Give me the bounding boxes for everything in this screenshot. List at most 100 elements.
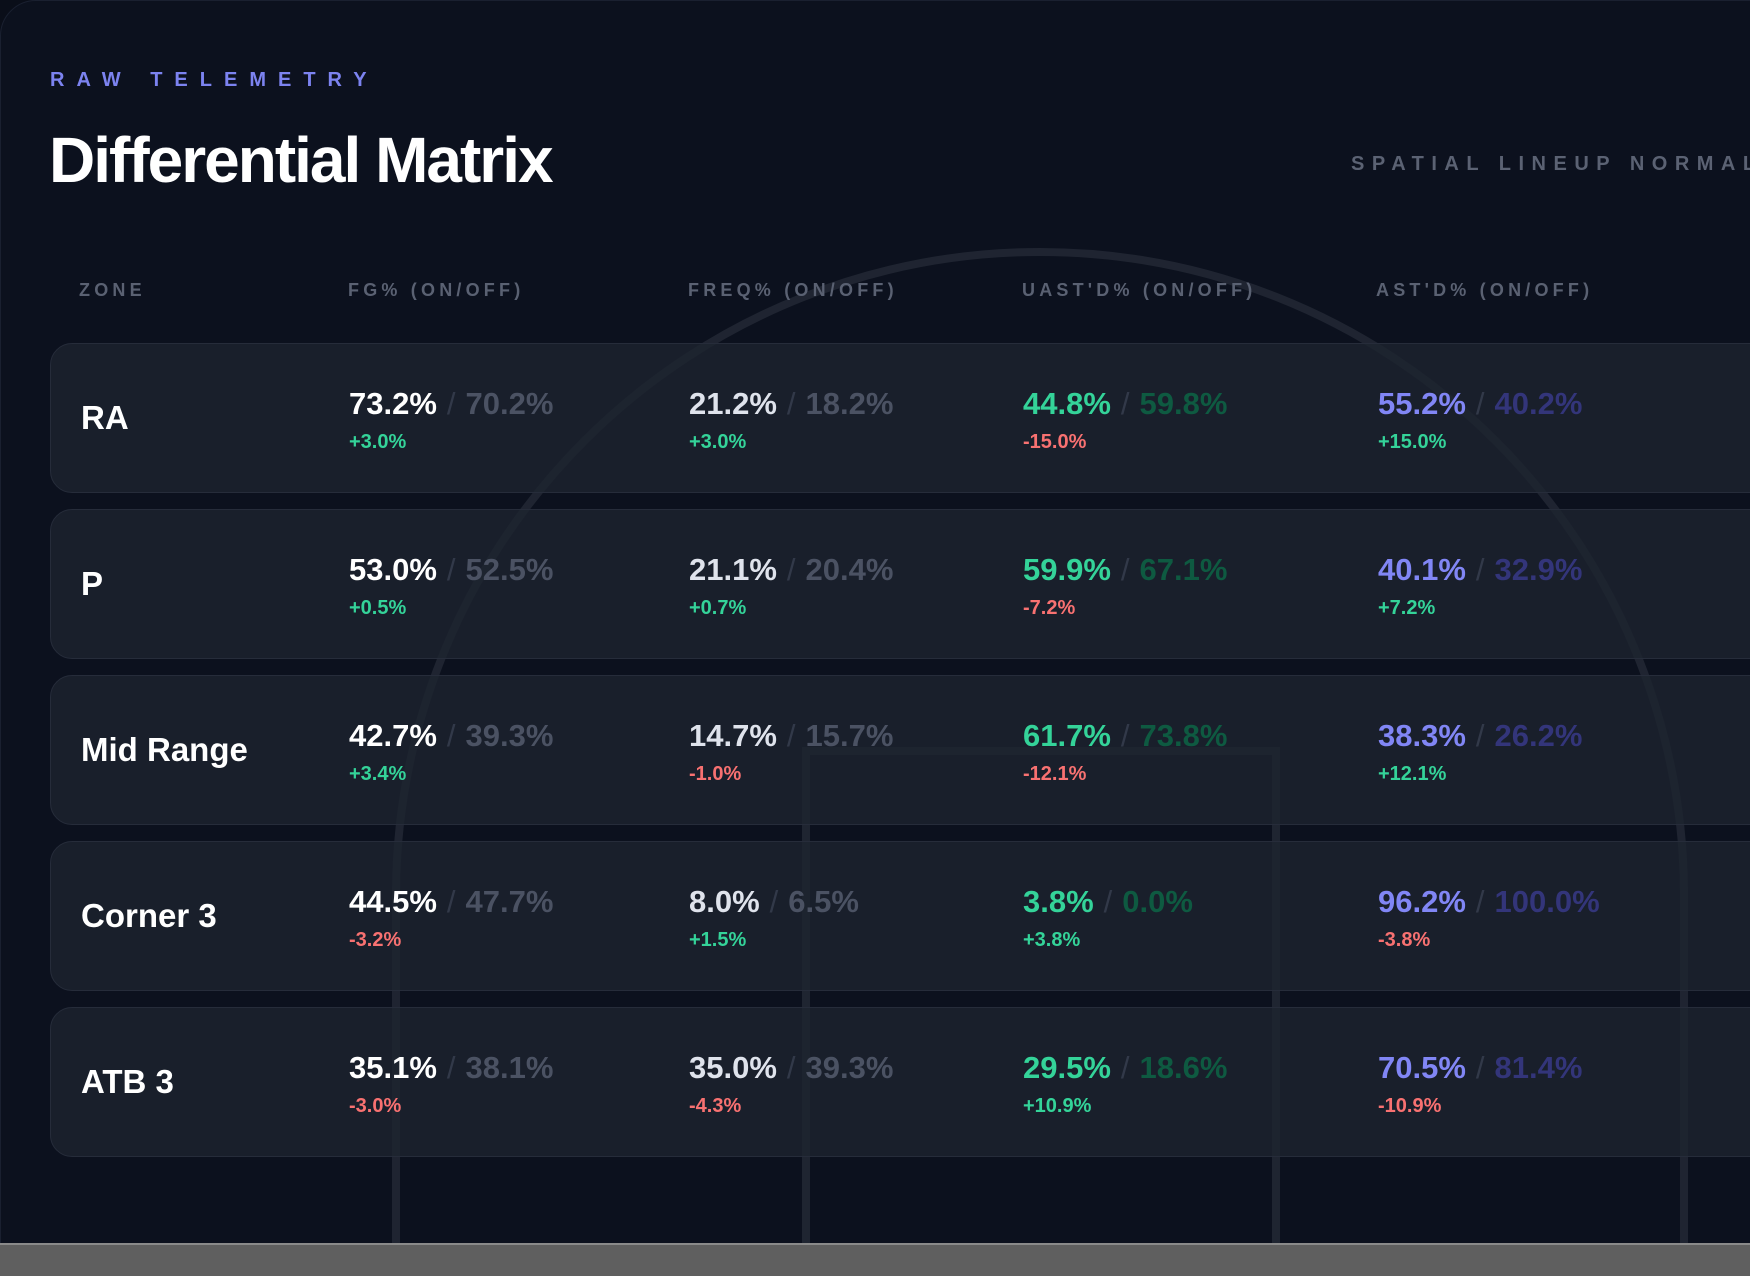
value-separator: / [446, 1050, 456, 1085]
uast-off-value: 59.8% [1139, 386, 1228, 421]
ast-on-value: 96.2% [1378, 884, 1466, 919]
ast-values: 70.5% / 81.4% [1378, 1050, 1582, 1086]
ast-values: 96.2% / 100.0% [1378, 884, 1600, 920]
freq-off-value: 6.5% [788, 884, 859, 919]
freq-delta: +3.0% [689, 431, 747, 453]
freq-off-value: 15.7% [805, 718, 894, 753]
freq-on-value: 21.1% [689, 552, 777, 587]
table-row[interactable]: ATB 3 35.1% / 38.1% -3.0% 35.0% / 39.3% -4.3% 29.… [50, 1007, 1750, 1157]
freq-delta: -4.3% [689, 1095, 742, 1117]
fg-on-value: 35.1% [349, 1050, 437, 1085]
ast-delta: -3.8% [1378, 929, 1431, 951]
value-separator: / [1475, 1050, 1485, 1085]
value-separator: / [786, 1050, 796, 1085]
uast-on-value: 59.9% [1023, 552, 1111, 587]
ast-off-value: 26.2% [1494, 718, 1583, 753]
freq-delta: +1.5% [689, 929, 747, 951]
ast-values: 40.1% / 32.9% [1378, 552, 1582, 588]
ast-delta: +15.0% [1378, 431, 1447, 453]
uast-values: 3.8% / 0.0% [1023, 884, 1193, 920]
fg-delta: +0.5% [349, 597, 407, 619]
ast-on-value: 55.2% [1378, 386, 1466, 421]
freq-delta: -1.0% [689, 763, 742, 785]
table-row[interactable]: P 53.0% / 52.5% +0.5% 21.1% / 20.4% +0.7% 59.9% / 6… [50, 509, 1750, 659]
fg-off-value: 47.7% [465, 884, 554, 919]
uast-on-value: 3.8% [1023, 884, 1094, 919]
value-separator: / [786, 718, 796, 753]
value-separator: / [769, 884, 779, 919]
zone-label: RA [81, 399, 129, 436]
uast-delta: -12.1% [1023, 763, 1087, 785]
value-separator: / [1475, 718, 1485, 753]
freq-cell: 14.7% / 15.7% -1.0% [689, 718, 893, 786]
fg-delta: -3.0% [349, 1095, 402, 1117]
fg-delta: +3.0% [349, 431, 407, 453]
fg-values: 44.5% / 47.7% [349, 884, 553, 920]
fg-cell: 35.1% / 38.1% -3.0% [349, 1050, 553, 1118]
fg-off-value: 70.2% [465, 386, 554, 421]
horizontal-scrollbar[interactable] [0, 1243, 1750, 1276]
value-separator: / [446, 386, 456, 421]
fg-delta: +3.4% [349, 763, 407, 785]
freq-values: 8.0% / 6.5% [689, 884, 859, 920]
column-header-zone: ZONE [79, 280, 146, 300]
ast-values: 55.2% / 40.2% [1378, 386, 1582, 422]
fg-cell: 42.7% / 39.3% +3.4% [349, 718, 553, 786]
value-separator: / [786, 552, 796, 587]
freq-off-value: 39.3% [805, 1050, 894, 1085]
fg-values: 35.1% / 38.1% [349, 1050, 553, 1086]
ast-off-value: 81.4% [1494, 1050, 1583, 1085]
uast-on-value: 29.5% [1023, 1050, 1111, 1085]
uast-delta: -15.0% [1023, 431, 1087, 453]
zone-label: Corner 3 [81, 897, 217, 934]
freq-values: 21.1% / 20.4% [689, 552, 893, 588]
ast-cell: 40.1% / 32.9% +7.2% [1378, 552, 1582, 620]
freq-delta: +0.7% [689, 597, 747, 619]
freq-values: 35.0% / 39.3% [689, 1050, 893, 1086]
uast-on-value: 44.8% [1023, 386, 1111, 421]
freq-cell: 21.2% / 18.2% +3.0% [689, 386, 893, 454]
uast-off-value: 67.1% [1139, 552, 1228, 587]
freq-on-value: 14.7% [689, 718, 777, 753]
ast-on-value: 40.1% [1378, 552, 1466, 587]
freq-cell: 35.0% / 39.3% -4.3% [689, 1050, 893, 1118]
value-separator: / [1103, 884, 1113, 919]
uast-values: 59.9% / 67.1% [1023, 552, 1227, 588]
fg-on-value: 44.5% [349, 884, 437, 919]
uast-delta: +3.8% [1023, 929, 1081, 951]
ast-cell: 55.2% / 40.2% +15.0% [1378, 386, 1582, 454]
table-row[interactable]: Corner 3 44.5% / 47.7% -3.2% 8.0% / 6.5% +1.5% 3.… [50, 841, 1750, 991]
fg-cell: 73.2% / 70.2% +3.0% [349, 386, 553, 454]
table-row[interactable]: RA 73.2% / 70.2% +3.0% 21.2% / 18.2% +3.0% 44.8% /… [50, 343, 1750, 493]
uast-cell: 61.7% / 73.8% -12.1% [1023, 718, 1227, 786]
fg-on-value: 42.7% [349, 718, 437, 753]
uast-off-value: 0.0% [1122, 884, 1193, 919]
value-separator: / [446, 718, 456, 753]
uast-cell: 59.9% / 67.1% -7.2% [1023, 552, 1227, 620]
fg-off-value: 52.5% [465, 552, 554, 587]
value-separator: / [446, 884, 456, 919]
ast-delta: +7.2% [1378, 597, 1436, 619]
uast-values: 44.8% / 59.8% [1023, 386, 1227, 422]
fg-cell: 44.5% / 47.7% -3.2% [349, 884, 553, 952]
ast-delta: -10.9% [1378, 1095, 1442, 1117]
ast-cell: 70.5% / 81.4% -10.9% [1378, 1050, 1582, 1118]
uast-off-value: 73.8% [1139, 718, 1228, 753]
column-header-freq: FREQ% (ON/OFF) [688, 280, 898, 300]
uast-off-value: 18.6% [1139, 1050, 1228, 1085]
uast-cell: 29.5% / 18.6% +10.9% [1023, 1050, 1227, 1118]
fg-values: 42.7% / 39.3% [349, 718, 553, 754]
matrix-panel: RAW TELEMETRY Differential Matrix SPATIA… [0, 0, 1750, 1245]
table-row[interactable]: Mid Range 42.7% / 39.3% +3.4% 14.7% / 15.7% -1.0… [50, 675, 1750, 825]
value-separator: / [1120, 552, 1130, 587]
ast-delta: +12.1% [1378, 763, 1447, 785]
view-subtitle: SPATIAL LINEUP NORMAL [1351, 153, 1750, 175]
freq-on-value: 35.0% [689, 1050, 777, 1085]
ast-values: 38.3% / 26.2% [1378, 718, 1582, 754]
section-eyebrow: RAW TELEMETRY [50, 69, 379, 91]
value-separator: / [1120, 1050, 1130, 1085]
ast-cell: 96.2% / 100.0% -3.8% [1378, 884, 1600, 952]
zone-label: P [81, 565, 104, 602]
ast-off-value: 40.2% [1494, 386, 1583, 421]
freq-values: 21.2% / 18.2% [689, 386, 893, 422]
